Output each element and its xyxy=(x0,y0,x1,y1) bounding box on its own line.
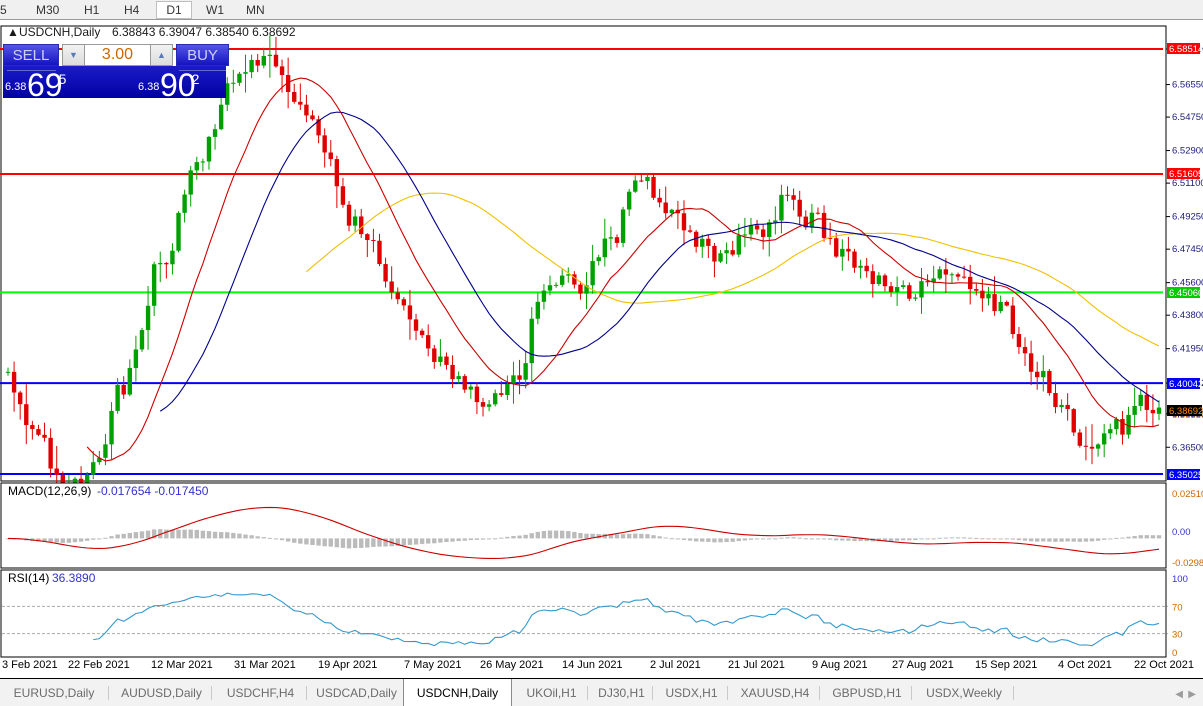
svg-text:MACD(12,26,9): MACD(12,26,9) xyxy=(8,484,91,498)
svg-text:0.02510: 0.02510 xyxy=(1172,489,1203,500)
svg-text:6.38843 6.39047 6.38540 6.3869: 6.38843 6.39047 6.38540 6.38692 xyxy=(112,25,296,39)
svg-text:4 Oct 2021: 4 Oct 2021 xyxy=(1058,659,1112,671)
svg-text:36.3890: 36.3890 xyxy=(52,571,96,585)
svg-text:-0.02988: -0.02988 xyxy=(1172,558,1203,569)
svg-text:-0.017654 -0.017450: -0.017654 -0.017450 xyxy=(97,484,209,498)
svg-text:6.40042: 6.40042 xyxy=(1169,379,1203,390)
svg-text:30: 30 xyxy=(1172,630,1183,641)
svg-text:15 Sep 2021: 15 Sep 2021 xyxy=(975,659,1037,671)
svg-text:6.58514: 6.58514 xyxy=(1169,44,1203,55)
svg-text:6.52900: 6.52900 xyxy=(1172,146,1203,157)
svg-text:12 Mar 2021: 12 Mar 2021 xyxy=(151,659,213,671)
svg-text:6.54750: 6.54750 xyxy=(1172,112,1203,123)
svg-text:6.47450: 6.47450 xyxy=(1172,244,1203,255)
svg-text:6.49250: 6.49250 xyxy=(1172,212,1203,223)
svg-text:14 Jun 2021: 14 Jun 2021 xyxy=(562,659,623,671)
svg-text:31 Mar 2021: 31 Mar 2021 xyxy=(234,659,296,671)
svg-text:21 Jul 2021: 21 Jul 2021 xyxy=(728,659,785,671)
svg-text:3 Feb 2021: 3 Feb 2021 xyxy=(2,659,58,671)
svg-text:0: 0 xyxy=(1172,648,1177,659)
svg-text:6.38692: 6.38692 xyxy=(1169,406,1203,417)
svg-text:7 May 2021: 7 May 2021 xyxy=(404,659,461,671)
svg-text:6.35025: 6.35025 xyxy=(1169,470,1203,481)
svg-text:6.41950: 6.41950 xyxy=(1172,344,1203,355)
svg-text:6.51605: 6.51605 xyxy=(1169,169,1203,180)
svg-text:RSI(14): RSI(14) xyxy=(8,571,49,585)
svg-text:6.45600: 6.45600 xyxy=(1172,278,1203,289)
svg-text:0.00: 0.00 xyxy=(1172,527,1191,538)
svg-text:70: 70 xyxy=(1172,602,1183,613)
svg-text:22 Oct 2021: 22 Oct 2021 xyxy=(1134,659,1194,671)
svg-text:6.45060: 6.45060 xyxy=(1169,288,1203,299)
svg-text:22 Feb 2021: 22 Feb 2021 xyxy=(68,659,130,671)
svg-text:6.36500: 6.36500 xyxy=(1172,442,1203,453)
svg-text:9 Aug 2021: 9 Aug 2021 xyxy=(812,659,868,671)
svg-text:26 May 2021: 26 May 2021 xyxy=(480,659,544,671)
svg-text:6.56550: 6.56550 xyxy=(1172,80,1203,91)
svg-text:▲: ▲ xyxy=(7,25,19,39)
svg-text:6.43800: 6.43800 xyxy=(1172,310,1203,321)
svg-text:2 Jul 2021: 2 Jul 2021 xyxy=(650,659,701,671)
svg-text:19 Apr 2021: 19 Apr 2021 xyxy=(318,659,377,671)
svg-text:USDCNH,Daily: USDCNH,Daily xyxy=(19,25,100,39)
svg-text:100: 100 xyxy=(1172,574,1188,585)
svg-text:27 Aug 2021: 27 Aug 2021 xyxy=(892,659,954,671)
